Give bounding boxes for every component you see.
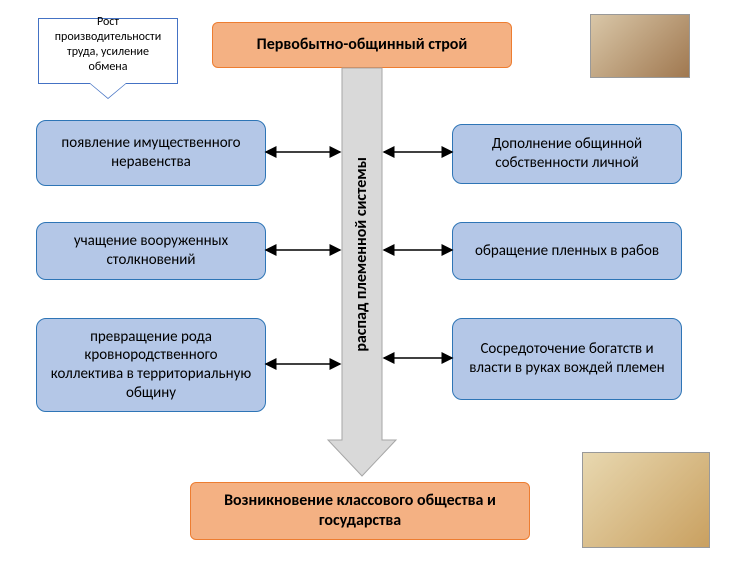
connector-arrows — [0, 0, 730, 561]
